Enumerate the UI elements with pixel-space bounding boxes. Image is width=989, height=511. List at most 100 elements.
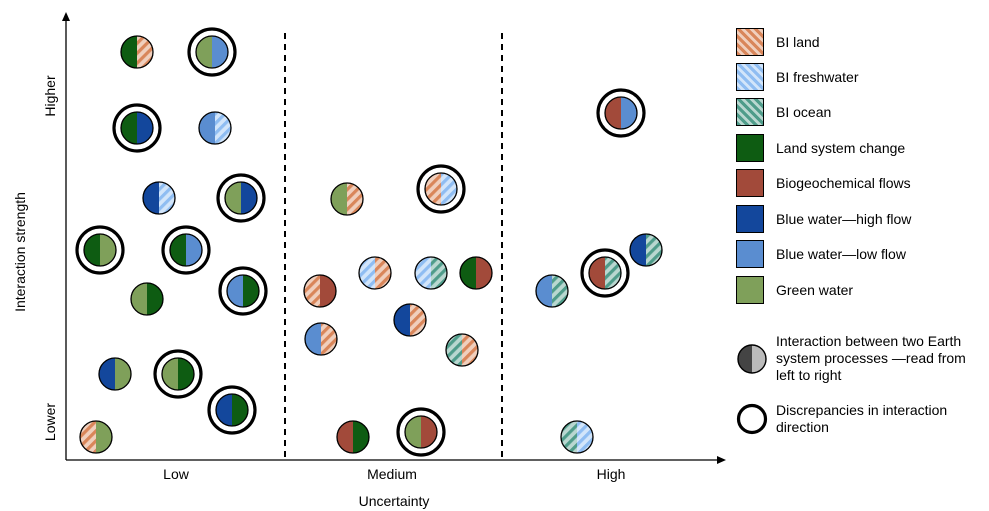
legend-item-land-system-change: Land system change: [736, 134, 905, 162]
circle-outline: [169, 233, 203, 267]
right-half: [476, 257, 492, 289]
x-tick-low: Low: [163, 466, 190, 482]
left-half: [536, 275, 552, 307]
right-half: [115, 358, 131, 390]
legend-item-bi-land: BI land: [736, 28, 820, 56]
left-half: [170, 234, 186, 266]
left-half: [589, 257, 605, 289]
interaction-circles: [75, 27, 663, 457]
right-half: [212, 36, 228, 68]
circle-outline: [224, 181, 258, 215]
legend-item-bi-ocean: BI ocean: [736, 98, 831, 126]
right-half: [96, 421, 112, 453]
right-half: [375, 257, 391, 289]
right-half: [646, 234, 662, 266]
left-half: [99, 358, 115, 390]
left-half: [460, 257, 476, 289]
x-axis-arrow: [717, 456, 726, 464]
right-half: [147, 283, 163, 315]
interaction-circle-blue-high-to-land-sys: [207, 385, 257, 435]
interaction-circle-bi-land-to-biogeo: [303, 274, 337, 308]
swatch-land-system-change: [736, 134, 764, 162]
interaction-circle-green-to-bi-land: [330, 182, 364, 216]
x-axis-title: Uncertainty: [359, 493, 430, 509]
y-label-higher: Higher: [42, 75, 58, 117]
swatch-bi-ocean: [736, 98, 764, 126]
interaction-circle-blue-high-to-bi-fresh: [142, 181, 176, 215]
circle-outline: [83, 233, 117, 267]
circle-outline: [198, 111, 232, 145]
circle-outline: [414, 256, 448, 290]
swatch-biogeochemical-flows: [736, 169, 764, 197]
legend-item-green-water: Green water: [736, 276, 853, 304]
left-half: [162, 358, 178, 390]
circle-outline: [120, 35, 154, 69]
left-half: [227, 275, 243, 307]
circle-outline: [424, 172, 458, 206]
axes: Low Medium High Uncertainty Interaction …: [12, 12, 726, 509]
interaction-circle-bi-land-to-green: [79, 420, 113, 454]
right-half: [321, 323, 337, 355]
left-half: [80, 421, 96, 453]
interaction-circle-blue-low-to-land-sys: [218, 266, 268, 316]
legend-label: Blue water—low flow: [776, 245, 906, 262]
interaction-circle-green-to-blue-low: [187, 27, 237, 77]
interaction-circle-land-sys-to-green: [75, 225, 125, 275]
right-half: [410, 304, 426, 336]
legend-label: Biogeochemical flows: [776, 174, 911, 191]
left-half: [305, 323, 321, 355]
left-half: [304, 275, 320, 307]
circle-outline: [459, 256, 493, 290]
interaction-circle-blue-high-to-green: [98, 357, 132, 391]
circle-outline: [629, 233, 663, 267]
interaction-circle-biogeo-to-land-sys: [336, 420, 370, 454]
swatch-green-water: [736, 276, 764, 304]
interaction-circle-green-to-biogeo: [396, 407, 446, 457]
circle-outline: [404, 415, 438, 449]
circle-outline: [226, 274, 260, 308]
circle-outline: [130, 282, 164, 316]
right-half: [100, 234, 116, 266]
legend-label-discrepancy: Discrepancies in interaction direction: [776, 402, 948, 435]
circle-outline: [393, 303, 427, 337]
interaction-circle-green-to-land-sys: [153, 349, 203, 399]
left-half: [394, 304, 410, 336]
left-half: [121, 36, 137, 68]
right-half: [320, 275, 336, 307]
right-half: [241, 182, 257, 214]
left-half: [216, 394, 232, 426]
interaction-circle-green-to-land-sys: [130, 282, 164, 316]
right-half: [577, 421, 593, 453]
right-half: [137, 112, 153, 144]
left-half: [415, 257, 431, 289]
left-half: [196, 36, 212, 68]
legend-item-discrepancy: Discrepancies in interaction direction: [736, 402, 981, 436]
left-half: [337, 421, 353, 453]
interaction-circle-blue-high-to-bi-ocean: [629, 233, 663, 267]
right-half: [353, 421, 369, 453]
legend-label: Green water: [776, 281, 854, 298]
left-half: [331, 183, 347, 215]
circle-outline: [79, 420, 113, 454]
right-half: [232, 394, 248, 426]
right-half: [215, 112, 231, 144]
circle-outline: [604, 96, 638, 130]
legend-label: Blue water—high flow: [776, 210, 912, 227]
right-half: [159, 182, 175, 214]
swatch-blue-water-high: [736, 205, 764, 233]
circle-outline: [120, 111, 154, 145]
right-half: [421, 416, 437, 448]
interaction-circle-biogeo-to-blue-low: [596, 88, 646, 138]
y-axis-title: Interaction strength: [12, 192, 28, 312]
interaction-circle-green-to-blue-high: [216, 173, 266, 223]
right-half: [243, 275, 259, 307]
left-half: [84, 234, 100, 266]
legend-item-biogeochemical-flows: Biogeochemical flows: [736, 169, 911, 197]
left-half: [425, 173, 441, 205]
left-half: [561, 421, 577, 453]
circle-outline: [195, 35, 229, 69]
right-half: [137, 36, 153, 68]
x-tick-medium: Medium: [367, 466, 417, 482]
circle-outline: [336, 420, 370, 454]
